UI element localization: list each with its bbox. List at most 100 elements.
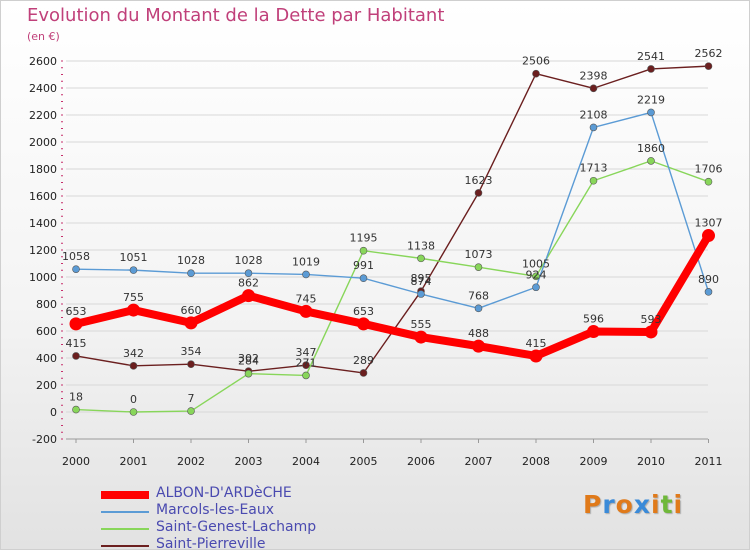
y-tick-label: 1200 — [29, 244, 57, 257]
data-label: 890 — [698, 273, 719, 286]
data-point — [704, 288, 713, 296]
y-tick-label: 400 — [36, 352, 57, 365]
x-tick-label: 2001 — [120, 455, 148, 468]
x-tick-label: 2000 — [62, 455, 90, 468]
data-point — [589, 176, 598, 185]
data-point — [129, 266, 138, 274]
y-tick-label: 2400 — [29, 82, 57, 95]
data-point — [187, 269, 195, 278]
axes: -200 0 200 400 600 800 1000 1200 1400 1600 1800 200… — [29, 55, 723, 468]
data-label: 768 — [468, 289, 489, 302]
data-label: 271 — [296, 356, 317, 369]
data-point — [472, 339, 485, 353]
series-line-marcols-les-eaux — [75, 111, 710, 310]
y-tick-label: 2200 — [29, 109, 57, 122]
data-point — [589, 84, 598, 93]
logo-letter: i — [673, 490, 684, 519]
data-point — [587, 325, 600, 339]
data-point — [647, 157, 655, 165]
x-tick-label: 2004 — [292, 455, 320, 468]
series-line-saint-genest-lachamp — [75, 160, 710, 413]
data-point — [529, 349, 543, 363]
grid-lines — [66, 60, 708, 440]
data-label: 1138 — [407, 239, 435, 252]
logo-letter: t — [660, 490, 674, 519]
data-label: 660 — [181, 304, 202, 317]
data-label: 874 — [411, 275, 432, 288]
data-label: 1019 — [292, 255, 320, 268]
data-points — [69, 62, 715, 416]
y-tick-label: 1400 — [29, 217, 57, 230]
data-point — [417, 254, 425, 263]
data-label: 1713 — [580, 162, 608, 175]
data-label: 302 — [238, 352, 259, 365]
legend-label: Saint-Pierreville — [156, 536, 266, 552]
y-tick-label: -200 — [32, 433, 57, 446]
data-point — [244, 369, 253, 378]
data-point — [644, 325, 658, 339]
x-tick-label: 2005 — [350, 455, 378, 468]
logo-letter: r — [602, 490, 616, 519]
data-label: 415 — [66, 337, 87, 350]
data-label: 0 — [130, 393, 137, 406]
data-label: 347 — [296, 346, 317, 359]
data-point — [302, 371, 310, 380]
data-label: 1005 — [522, 257, 550, 270]
proxiti-logo: Proxiti — [583, 490, 683, 519]
data-point — [187, 360, 195, 369]
data-point — [417, 290, 425, 298]
x-tick-label: 2011 — [695, 455, 723, 468]
data-label: 593 — [641, 313, 662, 326]
x-tick-label: 2003 — [235, 455, 263, 468]
y-tick-label: 2600 — [29, 55, 57, 68]
data-label: 2219 — [637, 93, 665, 106]
data-point — [72, 352, 80, 360]
data-point — [187, 407, 195, 415]
data-label: 1073 — [465, 248, 493, 261]
data-label: 354 — [181, 345, 202, 358]
y-tick-label: 200 — [36, 379, 57, 392]
data-label: 745 — [296, 292, 317, 305]
legend-swatch — [101, 528, 149, 530]
data-label: 555 — [411, 318, 432, 331]
data-labels: 415 342 354 302 347 289 895 1623 2506 2398 2541 256… — [62, 47, 723, 406]
legend-label: ALBON-D'ARDèCHE — [156, 485, 292, 501]
data-point — [242, 289, 255, 303]
logo-letter: o — [615, 490, 634, 519]
data-point — [474, 304, 483, 313]
data-label: 415 — [526, 337, 547, 350]
x-tick-label: 2008 — [522, 455, 550, 468]
data-point — [647, 65, 655, 73]
data-point — [532, 283, 540, 292]
logo-letter: i — [651, 490, 661, 519]
y-tick-label: 800 — [36, 298, 57, 311]
chart-title: Evolution du Montant de la Dette par Hab… — [27, 5, 445, 26]
data-point — [647, 108, 655, 117]
data-label: 755 — [123, 291, 144, 304]
data-point — [302, 361, 310, 369]
legend-label: Saint-Genest-Lachamp — [156, 519, 317, 535]
unit-label: (en €) — [27, 30, 60, 43]
y-tick-label: 1600 — [29, 190, 57, 203]
data-point — [72, 405, 80, 414]
series-lines — [72, 65, 713, 413]
data-point — [184, 316, 198, 330]
y-tick-label: 0 — [50, 406, 57, 419]
series-line-albon-d-ard-che — [72, 231, 713, 360]
data-label: 1195 — [350, 232, 378, 245]
data-label: 2108 — [580, 108, 608, 121]
data-label: 1706 — [695, 163, 723, 176]
data-label: 1307 — [695, 217, 723, 230]
data-point — [704, 62, 713, 70]
data-label: 1058 — [62, 250, 90, 263]
legend-label: Marcols-les-Eaux — [156, 502, 275, 518]
data-point — [702, 229, 715, 243]
data-point — [704, 177, 713, 186]
x-tick-label: 2010 — [637, 455, 665, 468]
logo-letter: P — [583, 490, 603, 519]
data-label: 7 — [188, 392, 195, 405]
data-point — [244, 269, 253, 278]
data-label: 1028 — [235, 254, 263, 267]
data-point — [72, 265, 80, 273]
